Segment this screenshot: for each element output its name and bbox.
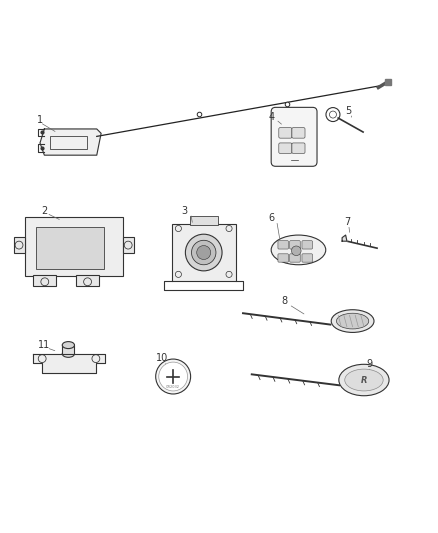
Polygon shape	[342, 235, 347, 241]
Text: R: R	[361, 376, 367, 385]
Text: 2: 2	[41, 206, 47, 216]
FancyBboxPatch shape	[302, 241, 312, 249]
FancyBboxPatch shape	[190, 216, 218, 225]
Circle shape	[185, 234, 222, 271]
Text: 6: 6	[268, 213, 275, 223]
Polygon shape	[40, 129, 101, 155]
FancyBboxPatch shape	[76, 275, 99, 286]
FancyBboxPatch shape	[33, 275, 56, 286]
Text: 5: 5	[346, 106, 352, 116]
FancyBboxPatch shape	[278, 241, 288, 249]
FancyBboxPatch shape	[172, 224, 236, 281]
Text: 10: 10	[156, 353, 168, 363]
Text: CR2032: CR2032	[166, 385, 180, 389]
FancyBboxPatch shape	[292, 128, 305, 138]
FancyBboxPatch shape	[25, 217, 123, 276]
Ellipse shape	[339, 364, 389, 395]
Text: 4: 4	[268, 112, 275, 122]
Ellipse shape	[62, 342, 74, 349]
Text: 8: 8	[282, 296, 288, 306]
FancyBboxPatch shape	[14, 237, 25, 253]
FancyBboxPatch shape	[278, 254, 288, 262]
Ellipse shape	[345, 369, 383, 391]
FancyBboxPatch shape	[279, 128, 292, 138]
FancyBboxPatch shape	[290, 241, 300, 249]
Text: 7: 7	[344, 217, 350, 228]
Polygon shape	[32, 354, 106, 374]
Text: 3: 3	[181, 206, 187, 216]
Ellipse shape	[271, 235, 326, 265]
FancyBboxPatch shape	[62, 345, 74, 354]
FancyBboxPatch shape	[302, 254, 312, 262]
Circle shape	[155, 359, 191, 394]
Ellipse shape	[331, 310, 374, 333]
Ellipse shape	[62, 350, 74, 357]
Ellipse shape	[336, 313, 369, 329]
FancyBboxPatch shape	[36, 227, 104, 269]
Circle shape	[197, 246, 211, 260]
FancyBboxPatch shape	[290, 254, 300, 262]
Text: 9: 9	[367, 359, 373, 369]
FancyBboxPatch shape	[271, 107, 317, 166]
Text: 1: 1	[37, 115, 43, 125]
Circle shape	[291, 246, 301, 256]
FancyBboxPatch shape	[123, 237, 134, 253]
FancyBboxPatch shape	[279, 143, 292, 154]
Circle shape	[191, 240, 216, 265]
Text: 11: 11	[38, 340, 50, 350]
Circle shape	[159, 362, 187, 391]
FancyBboxPatch shape	[292, 143, 305, 154]
